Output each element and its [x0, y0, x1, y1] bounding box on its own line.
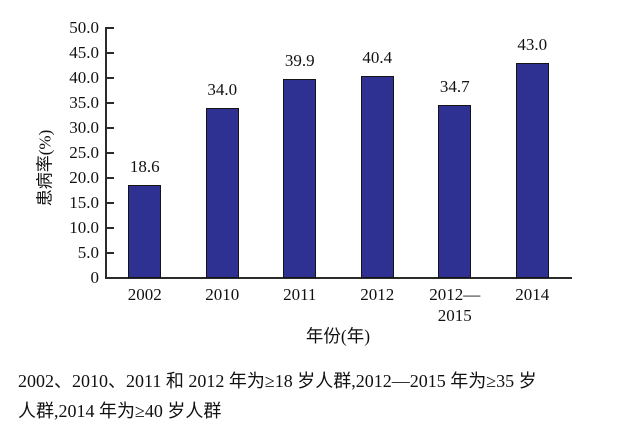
x-tick-label-line: 2014: [515, 285, 550, 304]
y-tick-label: 0: [90, 268, 100, 287]
x-tick-label-line: 2012—: [429, 285, 481, 304]
x-tick-label: 2012: [332, 284, 422, 305]
y-tick-label: 25.0: [69, 143, 99, 162]
y-tick-label: 50.0: [69, 18, 99, 37]
x-axis-title: 年份(年): [305, 326, 371, 346]
bar: [515, 63, 549, 278]
y-tick-mark: [107, 152, 114, 154]
y-tick-mark: [107, 252, 114, 254]
x-tick-label: 2011: [255, 284, 345, 305]
x-tick-label: 2010: [177, 284, 267, 305]
y-tick-mark: [107, 227, 114, 229]
y-tick-label: 20.0: [69, 168, 99, 187]
y-tick-mark: [107, 177, 114, 179]
plot-area: 0 5.0 10.0 15.0 20.0 25.0 30.0 35.0 40.0 45.0 50.0…: [35, 18, 577, 346]
y-axis-title: 患病率(%): [35, 129, 55, 207]
bar-value-label: 18.6: [129, 157, 160, 176]
y-tick-mark: [107, 127, 114, 129]
bar-value-label: 39.9: [284, 50, 315, 70]
bar-value-label: 34.7: [439, 76, 470, 96]
footnote-line-1: 2002、2010、2011 和 2012 年为≥18 岁人群,2012—201…: [18, 371, 537, 391]
bar-value-label: 43.0: [517, 35, 548, 54]
x-tick-label-line: 2011: [283, 285, 317, 304]
y-tick-label: 45.0: [69, 43, 99, 62]
x-tick-label-line: 2015: [437, 306, 472, 325]
y-tick-mark: [107, 202, 114, 204]
x-tick-label: 2002: [100, 284, 190, 305]
figure-footnote: 2002、2010、2011 和 2012 年为≥18 岁人群,2012—201…: [18, 366, 618, 426]
y-tick-label: 15.0: [69, 193, 99, 212]
y-tick-label: 40.0: [69, 68, 99, 87]
y-tick-mark: [107, 52, 114, 54]
x-axis-line: [105, 277, 572, 279]
bar-value-label: 34.0: [207, 80, 238, 99]
bar: [360, 76, 394, 278]
y-tick-mark: [107, 77, 114, 79]
bar: [438, 104, 472, 278]
bar: [205, 108, 239, 278]
y-tick-label: 35.0: [69, 93, 99, 112]
x-tick-label-line: 2012: [360, 285, 395, 304]
y-tick-label: 5.0: [77, 243, 99, 262]
y-tick-mark: [107, 277, 114, 279]
bar: [128, 185, 162, 278]
y-tick-label: 30.0: [69, 118, 99, 137]
y-tick-mark: [107, 27, 114, 29]
y-axis-line: [105, 27, 107, 279]
x-tick-label: 2012— 2015: [410, 284, 500, 326]
bar: [283, 78, 317, 278]
bar-value-label: 40.4: [362, 48, 393, 67]
x-tick-label: 2014: [487, 284, 577, 305]
x-tick-label-line: 2002: [127, 285, 162, 304]
y-tick-label: 10.0: [69, 218, 99, 237]
y-tick-mark: [107, 102, 114, 104]
footnote-line-2: 人群,2014 年为≥40 岁人群: [18, 401, 222, 421]
x-tick-label-line: 2010: [205, 285, 240, 304]
